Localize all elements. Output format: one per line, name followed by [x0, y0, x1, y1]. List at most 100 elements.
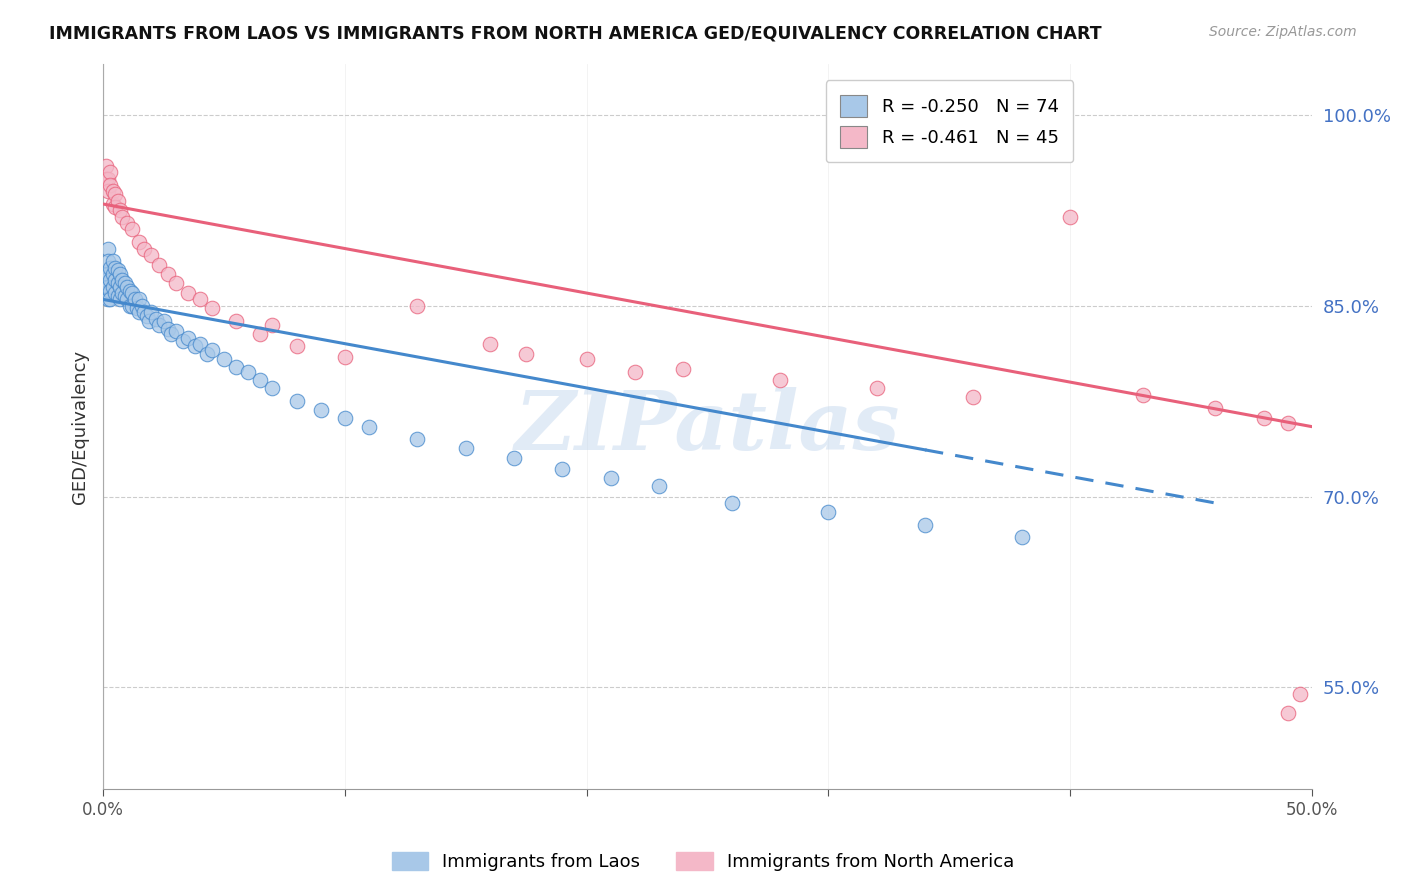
Point	[262, 318, 284, 332]
Point	[1277, 416, 1299, 430]
Point	[1288, 687, 1310, 701]
Point	[100, 178, 122, 192]
Point	[111, 210, 134, 224]
Point	[104, 200, 127, 214]
Point	[201, 301, 224, 316]
Point	[201, 343, 224, 358]
Point	[128, 305, 150, 319]
Point	[135, 309, 157, 323]
Point	[101, 197, 124, 211]
Point	[111, 286, 134, 301]
Point	[503, 451, 526, 466]
Point	[124, 293, 146, 307]
Point	[108, 279, 131, 293]
Point	[285, 394, 308, 409]
Point	[104, 260, 127, 275]
Point	[152, 314, 174, 328]
Point	[125, 301, 148, 316]
Point	[177, 330, 200, 344]
Point	[1204, 401, 1226, 415]
Point	[1277, 706, 1299, 720]
Point	[121, 286, 143, 301]
Point	[101, 184, 124, 198]
Point	[114, 276, 136, 290]
Y-axis label: GED/Equivalency: GED/Equivalency	[72, 350, 89, 504]
Point	[225, 359, 247, 374]
Point	[100, 284, 122, 298]
Point	[118, 284, 141, 298]
Point	[172, 334, 194, 349]
Point	[551, 461, 574, 475]
Point	[111, 273, 134, 287]
Point	[101, 279, 124, 293]
Point	[118, 299, 141, 313]
Point	[165, 324, 187, 338]
Point	[406, 299, 429, 313]
Point	[104, 273, 127, 287]
Point	[515, 347, 537, 361]
Point	[914, 517, 936, 532]
Point	[117, 279, 139, 293]
Point	[108, 293, 131, 307]
Point	[672, 362, 695, 376]
Point	[141, 248, 163, 262]
Text: IMMIGRANTS FROM LAOS VS IMMIGRANTS FROM NORTH AMERICA GED/EQUIVALENCY CORRELATIO: IMMIGRANTS FROM LAOS VS IMMIGRANTS FROM …	[49, 25, 1102, 43]
Point	[648, 479, 671, 493]
Point	[962, 390, 984, 404]
Point	[100, 293, 122, 307]
Point	[141, 305, 163, 319]
Point	[1253, 410, 1275, 425]
Point	[97, 293, 120, 307]
Point	[145, 311, 167, 326]
Point	[97, 254, 120, 268]
Point	[249, 326, 271, 341]
Point	[97, 242, 120, 256]
Point	[121, 299, 143, 313]
Point	[100, 165, 122, 179]
Point	[575, 352, 598, 367]
Point	[333, 410, 356, 425]
Point	[333, 350, 356, 364]
Point	[1059, 210, 1081, 224]
Point	[195, 347, 218, 361]
Point	[309, 403, 332, 417]
Point	[134, 305, 156, 319]
Point	[107, 194, 129, 209]
Point	[1132, 388, 1154, 402]
Point	[100, 273, 122, 287]
Legend: R = -0.250   N = 74, R = -0.461   N = 45: R = -0.250 N = 74, R = -0.461 N = 45	[825, 80, 1073, 162]
Point	[97, 267, 120, 281]
Point	[104, 186, 127, 201]
Point	[128, 293, 150, 307]
Point	[121, 222, 143, 236]
Point	[148, 258, 170, 272]
Point	[188, 337, 211, 351]
Point	[406, 433, 429, 447]
Point	[100, 260, 122, 275]
Point	[101, 267, 124, 281]
Point	[94, 286, 117, 301]
Text: ZIPatlas: ZIPatlas	[515, 386, 900, 467]
Point	[97, 171, 120, 186]
Point	[107, 276, 129, 290]
Point	[94, 159, 117, 173]
Point	[1011, 530, 1033, 544]
Point	[114, 288, 136, 302]
Point	[117, 216, 139, 230]
Point	[108, 203, 131, 218]
Point	[599, 470, 621, 484]
Point	[107, 263, 129, 277]
Point	[212, 352, 235, 367]
Point	[97, 184, 120, 198]
Point	[108, 267, 131, 281]
Point	[866, 382, 889, 396]
Point	[138, 314, 160, 328]
Point	[117, 293, 139, 307]
Point	[131, 299, 153, 313]
Point	[159, 326, 181, 341]
Point	[285, 339, 308, 353]
Point	[184, 339, 207, 353]
Point	[478, 337, 501, 351]
Point	[134, 242, 156, 256]
Point	[262, 382, 284, 396]
